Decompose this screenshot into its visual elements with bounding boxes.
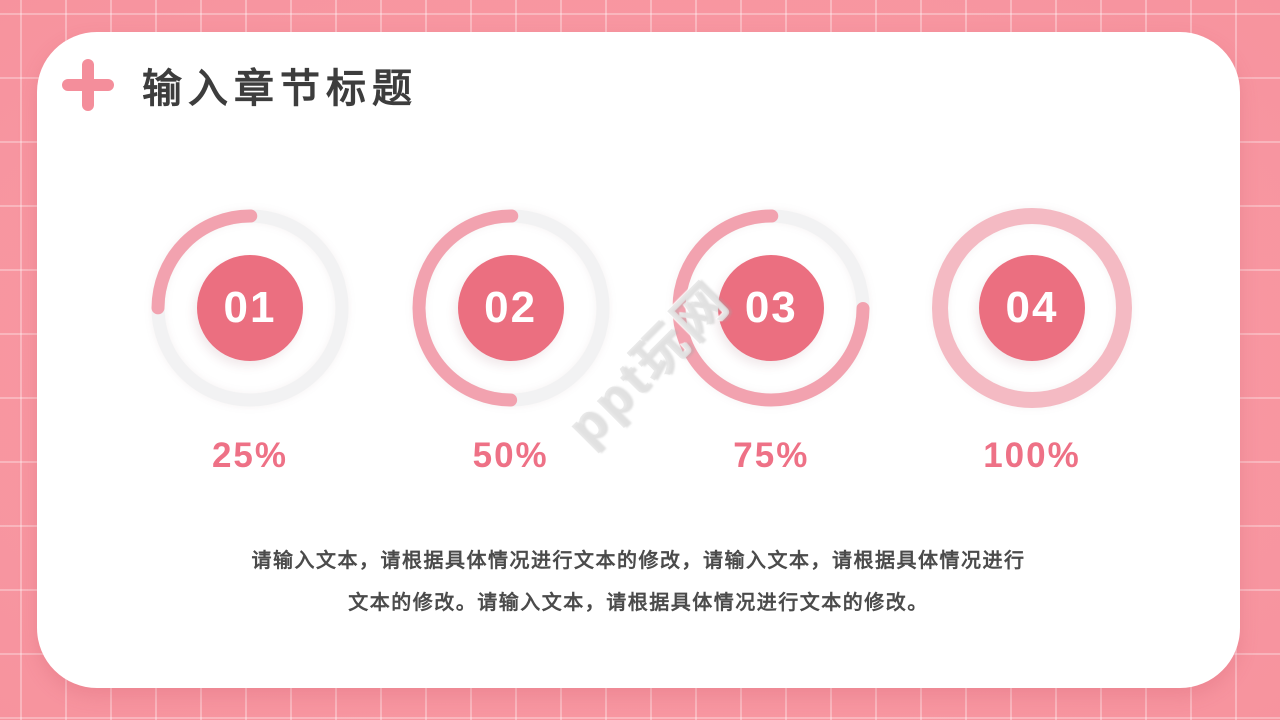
donut-ring: 04: [931, 208, 1132, 408]
progress-ring-svg: [412, 209, 610, 407]
step-number-badge: 03: [718, 255, 825, 361]
percent-label: 75%: [733, 436, 810, 475]
plus-icon: [62, 59, 114, 111]
percent-label: 25%: [211, 436, 289, 475]
progress-ring-svg: [931, 208, 1132, 408]
percent-label: 50%: [472, 436, 549, 475]
step-number-badge: 01: [197, 255, 303, 361]
plus-icon-bar: [82, 59, 94, 111]
progress-ring-svg: [151, 209, 349, 407]
page-title: 输入章节标题: [142, 67, 418, 111]
donut-ring: 03: [671, 208, 871, 408]
progress-ring-item: 01 25%: [150, 208, 350, 476]
progress-ring-item: 03 75%: [671, 208, 871, 476]
progress-ring-item: 02 50%: [411, 208, 611, 476]
percent-label: 100%: [983, 436, 1081, 475]
progress-rings-row: 01 25% 02 50%: [37, 208, 1240, 476]
body-text-block: 请输入文本，请根据具体情况进行文本的修改，请输入文本，请根据具体情况进行 文本的…: [37, 540, 1240, 624]
body-text-line: 请输入文本，请根据具体情况进行文本的修改，请输入文本，请根据具体情况进行: [251, 550, 1026, 572]
body-text-line: 文本的修改。请输入文本，请根据具体情况进行文本的修改。: [348, 592, 929, 614]
step-number-badge: 04: [978, 255, 1085, 361]
donut-ring: 01: [150, 208, 350, 408]
progress-ring-svg: [672, 209, 870, 407]
donut-ring: 02: [411, 208, 611, 408]
step-number-badge: 02: [457, 255, 564, 361]
slide-header: 输入章节标题: [62, 56, 418, 114]
slide-card: ppt玩网 输入章节标题 01 25%: [37, 32, 1240, 688]
progress-ring-item: 04 100%: [931, 208, 1132, 476]
